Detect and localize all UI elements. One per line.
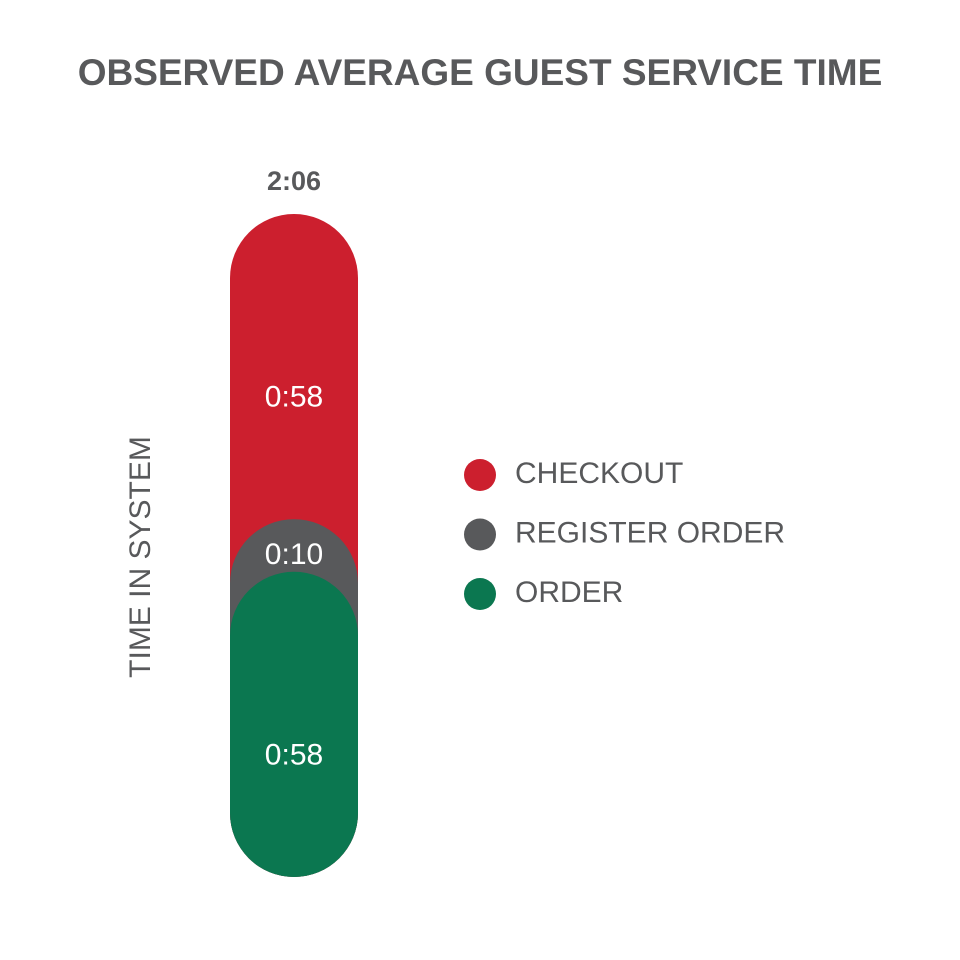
value-label: 0:58 bbox=[265, 738, 323, 771]
legend-label: ORDER bbox=[515, 576, 623, 609]
legend-marker bbox=[464, 518, 496, 551]
total-label: 2:06 bbox=[267, 166, 321, 196]
y-axis-label: TIME IN SYSTEM bbox=[124, 436, 157, 678]
legend-label: CHECKOUT bbox=[515, 457, 683, 490]
value-label: 0:10 bbox=[265, 538, 323, 571]
value-label: 0:58 bbox=[265, 381, 323, 414]
chart-title: OBSERVED AVERAGE GUEST SERVICE TIME bbox=[78, 52, 883, 93]
legend-label: REGISTER ORDER bbox=[515, 516, 785, 549]
bar-segment bbox=[230, 571, 358, 877]
legend-marker bbox=[464, 578, 496, 610]
legend-marker bbox=[464, 459, 496, 491]
